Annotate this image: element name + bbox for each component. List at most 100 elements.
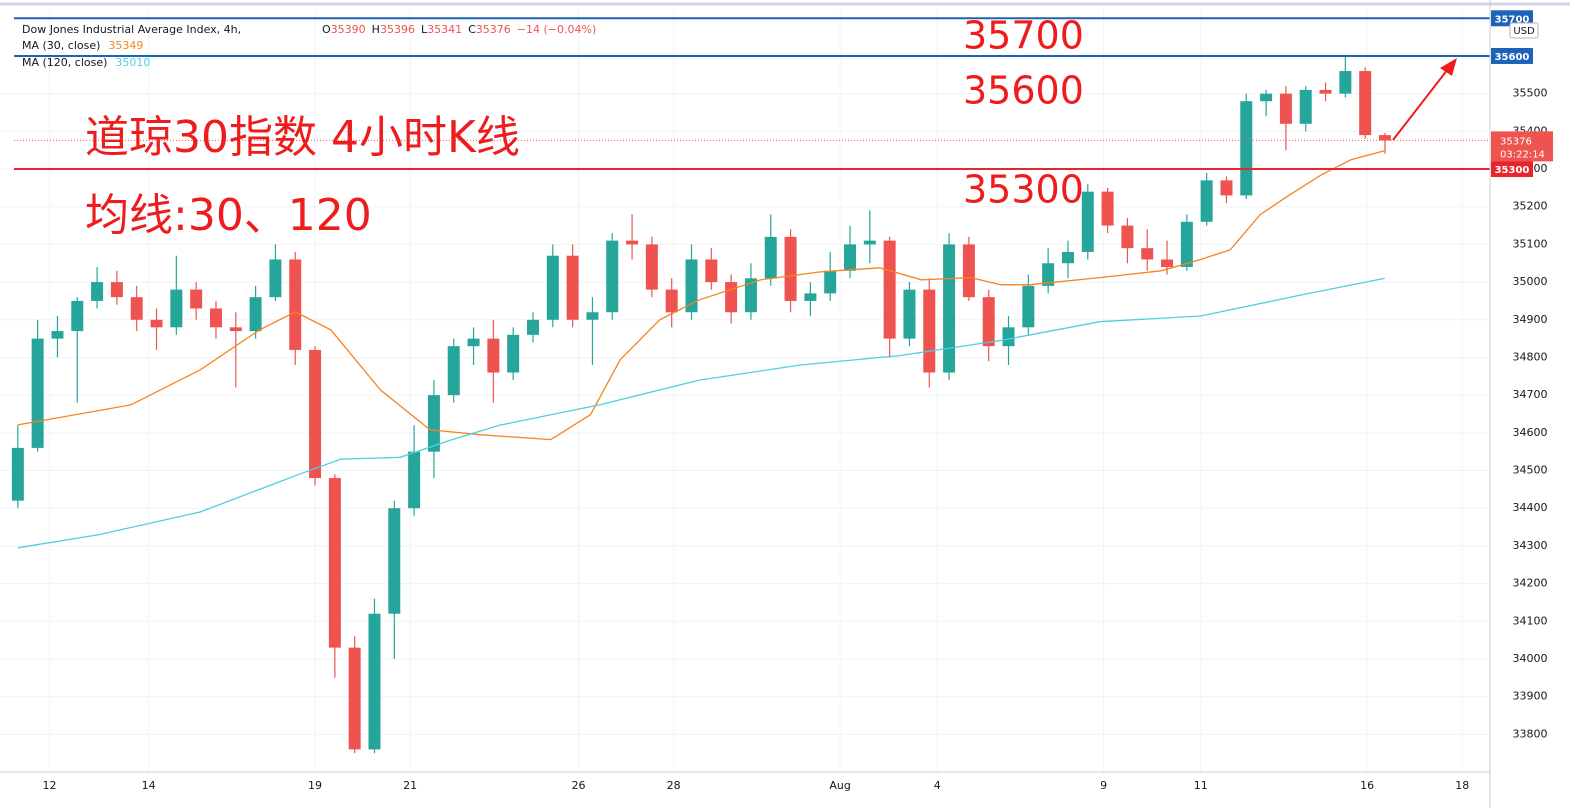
y-tick-label: 35100 <box>1513 237 1548 250</box>
y-tick-label: 34900 <box>1513 313 1548 326</box>
candle-body <box>923 289 936 373</box>
candle-body <box>744 278 757 313</box>
y-tick-label: 35000 <box>1513 275 1548 288</box>
candle-body <box>467 338 480 347</box>
y-tick-label: 34700 <box>1513 388 1548 401</box>
candle-body <box>190 289 203 309</box>
candle-body <box>1061 251 1074 264</box>
ohlc-legend: O35390 H35396 L35341 C35376 −14 (−0.04%) <box>322 23 596 36</box>
arrow-head <box>1440 58 1457 76</box>
candle-body <box>1279 93 1292 124</box>
candle-body <box>1260 93 1273 102</box>
x-tick-label: 28 <box>667 779 681 792</box>
ma-legend: MA (120, close) 35010 <box>22 56 150 69</box>
annotation: 35300 <box>963 168 1084 212</box>
price-tag-label: 35600 <box>1495 52 1530 63</box>
y-tick-label: 33900 <box>1513 690 1548 703</box>
candle-body <box>1022 285 1035 328</box>
ma-line <box>17 149 1386 441</box>
grid <box>0 10 1490 772</box>
candle-body <box>725 282 738 313</box>
x-tick-label: 9 <box>1100 779 1107 792</box>
candle-body <box>11 447 24 501</box>
x-tick-label: Aug <box>829 779 850 792</box>
candle-body <box>408 451 421 509</box>
candle-body <box>824 270 837 294</box>
plot <box>11 55 1391 754</box>
annotation: 35700 <box>963 14 1084 58</box>
candle-body <box>1161 259 1174 268</box>
candle-body <box>546 255 559 320</box>
candle-body <box>110 282 123 298</box>
candle-body <box>1319 89 1332 94</box>
candle-body <box>1042 263 1055 286</box>
candle-body <box>804 293 817 301</box>
candle-body <box>943 244 956 373</box>
price-tag <box>1491 10 1533 27</box>
candle-body <box>526 319 539 335</box>
y-tick-label: 35500 <box>1513 87 1548 100</box>
candle-body <box>31 338 44 448</box>
x-tick-label: 18 <box>1455 779 1469 792</box>
ma-name: MA (30, close) <box>22 39 100 52</box>
price-tag <box>1491 161 1533 178</box>
candle-body <box>645 244 658 290</box>
ma-value: 35010 <box>115 56 150 69</box>
x-tick-label: 12 <box>43 779 57 792</box>
x-tick-label: 19 <box>308 779 322 792</box>
price-tag-label: 35700 <box>1495 14 1530 25</box>
x-tick-label: 11 <box>1194 779 1208 792</box>
y-tick-label: 34600 <box>1513 426 1548 439</box>
x-tick-label: 16 <box>1360 779 1374 792</box>
ma-value: 35349 <box>108 39 143 52</box>
candle-body <box>1141 248 1154 260</box>
candle-body <box>705 259 718 283</box>
candle-body <box>269 259 282 298</box>
ohlc-value: 35341 <box>427 23 462 36</box>
candle-body <box>1240 101 1253 196</box>
candle-body <box>487 338 500 373</box>
y-tick-label: 34300 <box>1513 539 1548 552</box>
price-tag <box>1491 47 1533 64</box>
candle-body <box>229 327 242 332</box>
price-tag-label: 35300 <box>1495 165 1530 176</box>
candle-body <box>784 236 797 301</box>
candle-body <box>170 289 183 328</box>
candle-body <box>1002 327 1015 347</box>
ohlc-key: C <box>468 23 476 36</box>
candle-body <box>1121 225 1134 249</box>
candle-body <box>309 349 322 479</box>
ma-name: MA (120, close) <box>22 56 107 69</box>
candle-body <box>447 346 460 396</box>
arrow-shaft <box>1392 68 1449 141</box>
candle-body <box>844 244 857 271</box>
candle-body <box>71 300 84 332</box>
candle-body <box>51 331 64 339</box>
ohlc-value: 35396 <box>380 23 415 36</box>
ohlc-key: L <box>421 23 428 36</box>
y-tick-label: 34800 <box>1513 350 1548 363</box>
candle-body <box>883 240 896 339</box>
candle-body <box>507 334 520 373</box>
currency-box <box>1509 22 1539 39</box>
candle-body <box>91 282 104 301</box>
currency: USD <box>1513 26 1535 37</box>
y-tick-label: 34000 <box>1513 652 1548 665</box>
ma-line <box>17 277 1386 549</box>
y-tick-label: 34200 <box>1513 577 1548 590</box>
candle-body <box>626 240 639 245</box>
ohlc-key: H <box>372 23 380 36</box>
ohlc-value: 35376 <box>476 23 511 36</box>
current-price-label: 35376 <box>1500 136 1532 147</box>
x-tick-label: 21 <box>403 779 417 792</box>
candle-body <box>1180 221 1193 268</box>
candle-body <box>209 308 222 328</box>
x-tick-label: 14 <box>142 779 156 792</box>
candle-body <box>685 259 698 313</box>
x-tick-label: 26 <box>572 779 586 792</box>
candle-body <box>1081 191 1094 252</box>
candle-body <box>1101 191 1114 226</box>
